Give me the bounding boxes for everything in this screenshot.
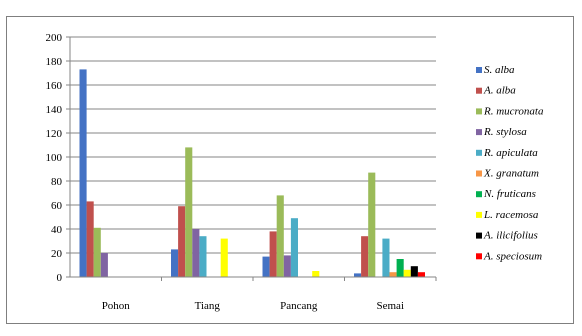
x-tick-label: Tiang xyxy=(195,300,221,312)
legend-swatch xyxy=(476,149,482,156)
bar xyxy=(93,227,101,277)
legend-swatch xyxy=(476,108,482,115)
bar xyxy=(396,259,404,277)
y-tick-label: 120 xyxy=(46,128,63,140)
bar xyxy=(417,272,425,277)
bar xyxy=(178,206,186,277)
bar xyxy=(100,253,108,277)
x-axis: Pohon Tiang Pancang Semai xyxy=(70,276,437,312)
x-tick-label: Semai xyxy=(377,300,405,312)
y-tick-label: 200 xyxy=(46,32,63,44)
bar xyxy=(389,272,397,277)
x-tick-label: Pohon xyxy=(102,300,131,312)
y-tick-label: 0 xyxy=(57,272,63,284)
legend-label: A. speciosum xyxy=(483,250,542,262)
bar xyxy=(262,256,270,277)
y-tick-label: 140 xyxy=(46,104,63,116)
bar xyxy=(290,218,298,277)
legend-label: A. alba xyxy=(483,85,516,97)
legend-swatch xyxy=(476,170,482,177)
legend-swatch xyxy=(476,232,482,239)
legend-swatch xyxy=(476,67,482,73)
bar xyxy=(368,172,376,277)
legend-label: L. racemosa xyxy=(483,209,539,221)
legend-label: R. stylosa xyxy=(483,126,527,138)
bar xyxy=(361,236,369,277)
bar xyxy=(171,249,179,277)
legend-label: R. mucronata xyxy=(483,105,544,117)
y-tick-label: 100 xyxy=(46,152,63,164)
legend-label: S. alba xyxy=(484,64,515,76)
bar xyxy=(192,229,200,277)
bar xyxy=(410,266,418,277)
y-tick-label: 60 xyxy=(51,200,63,212)
legend-swatch xyxy=(476,211,482,218)
bar xyxy=(79,69,87,278)
bar xyxy=(382,238,390,277)
y-tick-label: 40 xyxy=(51,224,63,236)
bar xyxy=(220,238,228,277)
bar xyxy=(86,201,94,277)
y-tick-label: 180 xyxy=(46,56,63,68)
y-tick-label: 20 xyxy=(51,248,63,260)
y-tick-label: 160 xyxy=(46,80,63,92)
bar xyxy=(403,269,411,277)
legend-swatch xyxy=(476,87,482,94)
bars xyxy=(79,69,425,278)
legend-label: X. granatum xyxy=(483,168,539,180)
legend-label: A. ilicifolius xyxy=(483,230,538,242)
bar xyxy=(185,147,193,277)
y-tick-label: 80 xyxy=(51,176,63,188)
legend-swatch xyxy=(476,253,482,260)
y-axis: 0 20 40 60 80 100 120 140 160 180 200 xyxy=(46,32,71,284)
bar xyxy=(354,273,362,277)
legend-swatch xyxy=(476,129,482,136)
bar xyxy=(199,236,207,277)
legend-label: N. fruticans xyxy=(483,188,536,200)
legend: S. alba A. alba R. mucronata R. stylosa R. a… xyxy=(476,64,544,262)
x-tick-label: Pancang xyxy=(280,300,318,312)
bar xyxy=(269,231,277,277)
legend-label: R. apiculata xyxy=(483,147,538,159)
bar xyxy=(283,255,291,277)
bar xyxy=(276,195,284,277)
gridlines xyxy=(70,36,436,254)
legend-swatch xyxy=(476,191,482,198)
bar xyxy=(312,271,320,277)
